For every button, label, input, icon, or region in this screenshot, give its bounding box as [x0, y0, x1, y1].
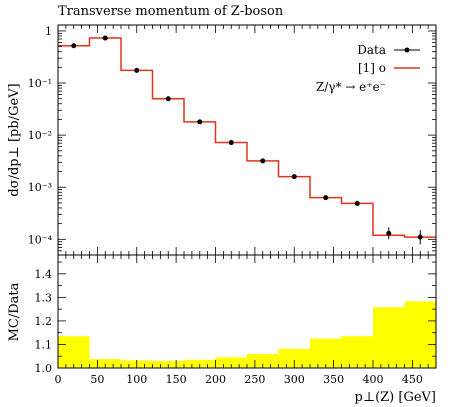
main-y-axis-label: dσ/dp⊥ [pb/GeV] [7, 83, 22, 196]
legend-label-mc: [1] o [358, 61, 386, 75]
legend-marker-data-point [404, 47, 410, 53]
ratio-bar [215, 357, 247, 368]
x-tick-label: 250 [244, 373, 265, 386]
ratio-y-tick-label: 1.1 [35, 338, 53, 351]
x-tick-label: 150 [166, 373, 187, 386]
mc-histogram-line [58, 37, 436, 238]
main-panel-frame [57, 24, 437, 256]
x-axis-label: p⊥(Z) [GeV] [355, 390, 436, 405]
data-point [102, 35, 108, 41]
data-point [260, 158, 266, 164]
ratio-bar [404, 301, 436, 368]
main-y-tick-label: 10⁻⁴ [28, 233, 53, 246]
data-point [165, 96, 171, 102]
ratio-y-tick-label: 1.0 [35, 362, 53, 375]
ratio-bar [310, 338, 342, 368]
x-tick-label: 0 [55, 373, 62, 386]
main-y-tick-label: 1 [45, 25, 52, 38]
mc-histogram [58, 37, 436, 238]
legend-label-data: Data [357, 43, 386, 57]
x-tick-label: 50 [90, 373, 104, 386]
ratio-y-tick-label: 1.3 [35, 291, 53, 304]
x-tick-label: 400 [363, 373, 384, 386]
ratio-y-axis-label: MC/Data [7, 282, 22, 341]
data-point [134, 67, 140, 73]
x-tick-label: 450 [402, 373, 423, 386]
ratio-y-tick-label: 1.2 [35, 315, 53, 328]
ratio-y-tick-labels: 1.0 1.1 1.2 1.3 1.4 [35, 268, 53, 375]
main-y-tick-label: 10⁻¹ [28, 77, 52, 90]
data-point [71, 43, 77, 49]
main-panel-ticks [57, 25, 436, 256]
data-point [323, 195, 329, 201]
ratio-bar [89, 359, 121, 368]
ratio-panel-ticks [57, 255, 436, 369]
x-tick-label: 300 [284, 373, 305, 386]
data-point [417, 234, 423, 240]
ratio-bar [341, 336, 373, 368]
x-tick-label: 100 [126, 373, 147, 386]
main-panel-y-tick-labels: 1 10⁻¹ 10⁻² 10⁻³ 10⁻⁴ [28, 25, 53, 246]
data-point [291, 174, 297, 180]
chart-title: Transverse momentum of Z-boson [58, 4, 284, 19]
main-y-tick-label: 10⁻² [28, 129, 52, 142]
legend: Data [1] o Z/γ* → e⁺e⁻ [316, 43, 420, 94]
ratio-x-tick-labels: 0 50 100 150 200 250 300 350 400 450 [55, 373, 423, 386]
ratio-bar [373, 307, 405, 368]
data-point [354, 200, 360, 206]
x-tick-label: 200 [205, 373, 226, 386]
ratio-y-tick-label: 1.4 [35, 268, 53, 281]
legend-process-label: Z/γ* → e⁺e⁻ [316, 80, 386, 94]
main-panel: 1 10⁻¹ 10⁻² 10⁻³ 10⁻⁴ dσ/dp⊥ [pb/GeV] Data [… [7, 24, 437, 256]
ratio-panel-frame [57, 254, 437, 369]
main-y-tick-label: 10⁻³ [28, 181, 52, 194]
ratio-bar [58, 336, 90, 368]
ratio-bar [184, 359, 216, 368]
x-tick-label: 350 [323, 373, 344, 386]
data-point [228, 140, 234, 146]
ratio-bar [278, 348, 310, 368]
ratio-panel: 1.0 1.1 1.2 1.3 1.4 0 50 100 150 200 250 300 350 400… [7, 254, 437, 405]
ratio-bars [58, 301, 436, 368]
data-point [197, 119, 203, 125]
data-point [386, 230, 392, 236]
data-points [71, 35, 423, 245]
